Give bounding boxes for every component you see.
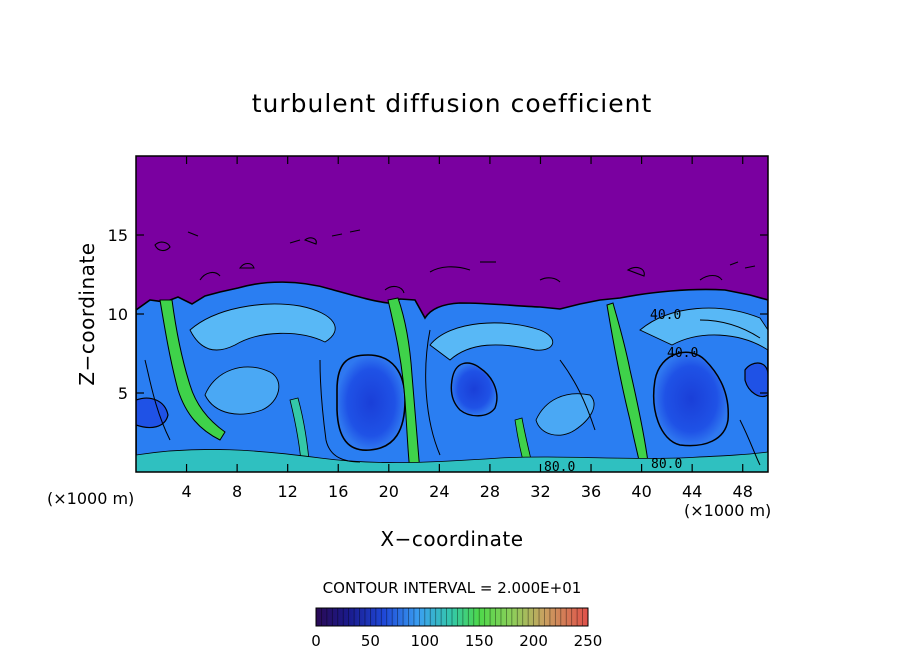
- colorbar-tick-label: 250: [574, 632, 603, 650]
- x-tick-label: 8: [232, 482, 242, 501]
- contour-label-3: 40.0: [650, 308, 681, 323]
- eddy-region-3: [639, 307, 768, 351]
- colorbar-tick-label: 150: [465, 632, 494, 650]
- plot-area: 80.0 80.0 40.0 40.0: [136, 156, 768, 475]
- eddy-core-4: [744, 362, 768, 398]
- interior-contours: [144, 319, 761, 466]
- colorbar-tick-label: 100: [410, 632, 439, 650]
- y-tick-label: 15: [108, 226, 128, 245]
- x-tick-label: 48: [733, 482, 753, 501]
- x-tick-label: 4: [181, 482, 191, 501]
- x-tick-label: 12: [278, 482, 298, 501]
- chart-title: turbulent diffusion coefficient: [252, 89, 653, 118]
- colorbar: 0 50 100 150 200 250: [311, 607, 602, 650]
- colorbar-stripes: [321, 608, 583, 626]
- x-tick-label: 16: [328, 482, 348, 501]
- eddy-core-5: [136, 397, 169, 429]
- colorbar-fill: [316, 608, 588, 626]
- y-axis-ticks: 5 10 15: [108, 226, 768, 403]
- colorbar-frame: [315, 607, 589, 627]
- y-axis-label: Z−coordinate: [75, 242, 99, 385]
- colorbar-tick-label: 50: [361, 632, 380, 650]
- x-tick-label: 40: [631, 482, 651, 501]
- eddy-region-2: [429, 322, 553, 361]
- contour-interval-text: CONTOUR INTERVAL = 2.000E+01: [323, 579, 582, 597]
- x-unit-left: (×1000 m): [47, 489, 134, 508]
- contour-label-1: 80.0: [544, 460, 575, 475]
- x-axis-label: X−coordinate: [380, 527, 523, 551]
- x-tick-label: 32: [530, 482, 550, 501]
- eddy-core-2: [450, 362, 498, 417]
- x-tick-label: 24: [429, 482, 449, 501]
- filament-2: [387, 297, 421, 472]
- x-tick-label: 36: [581, 482, 601, 501]
- upper-contour-fragments: [154, 229, 756, 294]
- filament-4: [289, 397, 311, 472]
- eddy-region-5: [535, 393, 595, 436]
- colorbar-tick-label: 200: [519, 632, 548, 650]
- eddy-core-3: [653, 351, 729, 447]
- eddy-region-4: [204, 366, 280, 415]
- colorbar-tick-label: 0: [311, 632, 321, 650]
- x-tick-label: 28: [480, 482, 500, 501]
- eddy-region-1: [189, 303, 336, 351]
- y-tick-label: 10: [108, 305, 128, 324]
- near-surface-band: [136, 449, 768, 472]
- contour-label-2: 80.0: [651, 457, 682, 472]
- x-unit-right: (×1000 m): [684, 501, 771, 520]
- x-axis-ticks: 4 8 12 16 20 24 28 32 36 40 44 48: [181, 156, 753, 501]
- y-tick-label: 5: [118, 384, 128, 403]
- x-tick-label: 20: [379, 482, 399, 501]
- eddy-core-1: [336, 354, 406, 451]
- filament-1: [159, 299, 226, 441]
- colorbar-tick-labels: 0 50 100 150 200 250: [311, 632, 602, 650]
- contour-label-4: 40.0: [667, 346, 698, 361]
- x-tick-label: 44: [682, 482, 702, 501]
